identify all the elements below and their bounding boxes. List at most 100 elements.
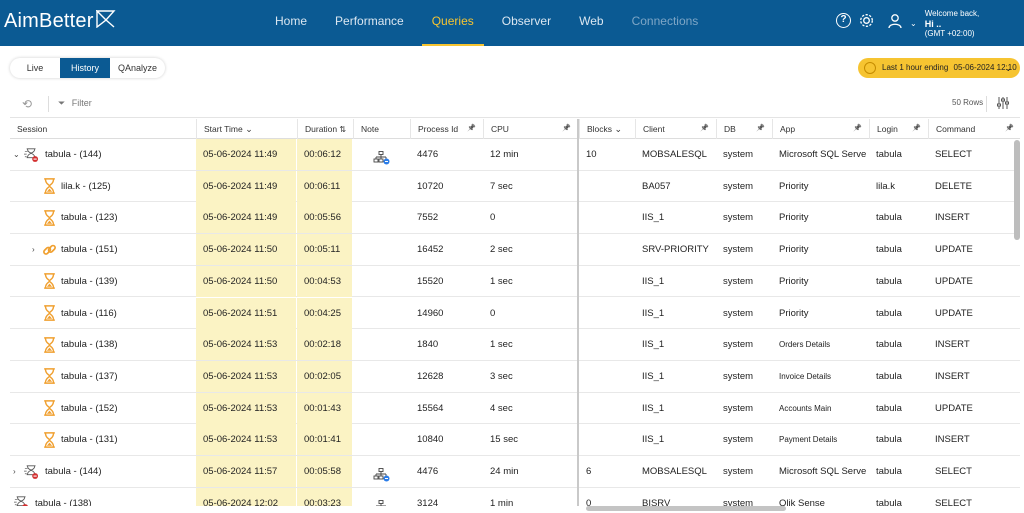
cell-session[interactable]: tabula - (123) bbox=[10, 202, 195, 233]
pin-icon[interactable]: 📌 bbox=[912, 125, 921, 132]
top-nav-bar: AimBetter Home Performance Queries Observer… bbox=[0, 0, 1024, 46]
cell-note[interactable] bbox=[353, 266, 409, 297]
cell-note[interactable] bbox=[353, 329, 409, 360]
cell-session[interactable]: tabula - (131) bbox=[10, 424, 195, 455]
column-header-db[interactable]: DB 📌 bbox=[716, 119, 771, 139]
sort-icon[interactable]: ⇅ bbox=[337, 125, 347, 134]
cell-client: BISRV bbox=[642, 497, 671, 506]
cell-start: 05-06-2024 11:57 bbox=[196, 456, 296, 487]
table-row[interactable]: tabula - (123) 05-06-2024 11:49 00:05:56 75… bbox=[10, 202, 1020, 235]
column-header-app[interactable]: App 📌 bbox=[772, 119, 868, 139]
cell-duration: 00:05:11 bbox=[297, 234, 352, 266]
queries-grid: Session Start Time ⌄ Duration ⇅ Note Process… bbox=[10, 119, 1020, 506]
table-row[interactable]: tabula - (116) 05-06-2024 11:51 00:04:25 14… bbox=[10, 297, 1020, 330]
cell-session[interactable]: › tabula - (144) bbox=[10, 456, 195, 487]
cell-note[interactable] bbox=[353, 456, 409, 487]
chevron-right-icon[interactable]: › bbox=[13, 467, 16, 476]
horizontal-scrollbar[interactable] bbox=[586, 506, 786, 511]
cell-note[interactable] bbox=[353, 234, 409, 265]
table-row[interactable]: › tabula - (151) 05-06-2024 11:50 00:05:11 1… bbox=[10, 234, 1020, 266]
settings-icon[interactable] bbox=[859, 13, 874, 28]
chevron-right-icon[interactable]: › bbox=[32, 245, 35, 255]
chevron-down-icon: ⌄ bbox=[1004, 63, 1012, 73]
table-row[interactable]: tabula - (138) 05-06-2024 11:53 00:02:18 18… bbox=[10, 329, 1020, 361]
network-icon[interactable] bbox=[373, 464, 390, 482]
column-header-session[interactable]: Session bbox=[10, 119, 195, 139]
cell-session[interactable]: tabula - (138) bbox=[10, 488, 195, 506]
column-header-login[interactable]: Login 📌 bbox=[869, 119, 927, 139]
user-chevron-icon[interactable]: ⌄ bbox=[910, 19, 917, 28]
cell-command: DELETE bbox=[935, 180, 972, 192]
table-row[interactable]: ⌄ tabula - (144) 05-06-2024 11:49 00:06:12 4… bbox=[10, 139, 1020, 171]
pin-icon[interactable]: 📌 bbox=[756, 125, 765, 132]
table-row[interactable]: › tabula - (144) 05-06-2024 11:57 00:05:58 4… bbox=[10, 456, 1020, 488]
column-header-command[interactable]: Command 📌 bbox=[928, 119, 1020, 139]
pin-icon[interactable]: 📌 bbox=[467, 125, 476, 132]
nav-web[interactable]: Web bbox=[579, 14, 604, 28]
cell-session[interactable]: › tabula - (151) bbox=[10, 234, 195, 265]
column-header-blocks[interactable]: Blocks ⌄ bbox=[579, 119, 634, 139]
table-row[interactable]: tabula - (131) 05-06-2024 11:53 00:01:41 10… bbox=[10, 424, 1020, 456]
time-range-picker[interactable]: Last 1 hour ending 05-06-2024 12:10 ⌄ bbox=[858, 58, 1020, 78]
mode-tab-qanalyze[interactable]: QAnalyze bbox=[118, 63, 158, 73]
row-count: 50 Rows bbox=[952, 98, 984, 107]
user-icon[interactable] bbox=[888, 13, 902, 29]
cell-note[interactable] bbox=[353, 202, 409, 233]
column-header-note[interactable]: Note bbox=[353, 119, 409, 139]
cell-login: tabula bbox=[876, 244, 902, 256]
cell-session[interactable]: tabula - (152) bbox=[10, 393, 195, 424]
cell-note[interactable] bbox=[353, 361, 409, 392]
cell-session[interactable]: tabula - (139) bbox=[10, 266, 195, 297]
column-header-pid[interactable]: Process Id 📌 bbox=[410, 119, 482, 139]
pin-icon[interactable]: 📌 bbox=[700, 125, 709, 132]
sort-desc-icon[interactable]: ⌄ bbox=[612, 124, 623, 134]
cell-note[interactable] bbox=[353, 488, 409, 506]
table-row[interactable]: tabula - (139) 05-06-2024 11:50 00:04:53 15… bbox=[10, 265, 1020, 298]
mode-tab-live[interactable]: Live bbox=[26, 63, 44, 73]
history-icon[interactable]: ⟲ bbox=[22, 97, 33, 111]
table-row[interactable]: tabula - (152) 05-06-2024 11:53 00:01:43 15… bbox=[10, 392, 1020, 425]
cell-session[interactable]: tabula - (137) bbox=[10, 361, 195, 392]
column-header-cpu[interactable]: CPU 📌 bbox=[483, 119, 577, 139]
network-icon[interactable] bbox=[373, 496, 389, 506]
column-settings-icon[interactable] bbox=[996, 96, 1010, 110]
pin-icon[interactable]: 📌 bbox=[1005, 125, 1014, 132]
sort-desc-icon[interactable]: ⌄ bbox=[242, 124, 253, 134]
cell-blocks bbox=[579, 171, 634, 202]
cell-note[interactable] bbox=[353, 298, 409, 329]
mode-tab-history[interactable]: History bbox=[60, 58, 110, 78]
nav-queries[interactable]: Queries bbox=[421, 0, 484, 46]
vertical-scrollbar[interactable] bbox=[1014, 140, 1020, 240]
table-row[interactable]: lila.k - (125) 05-06-2024 11:49 00:06:11 10… bbox=[10, 170, 1020, 203]
pinned-columns-divider[interactable] bbox=[577, 119, 579, 506]
filter-button[interactable]: ⏷ Filter bbox=[58, 98, 92, 109]
column-header-duration[interactable]: Duration ⇅ bbox=[297, 119, 352, 139]
cell-session[interactable]: ⌄ tabula - (144) bbox=[10, 139, 195, 170]
user-menu[interactable]: ⌄ Welcome back, Hi .. (GMT +02:00) bbox=[888, 9, 979, 39]
cell-note[interactable] bbox=[353, 139, 409, 170]
cell-login: tabula bbox=[876, 466, 902, 477]
cell-session[interactable]: tabula - (116) bbox=[10, 298, 195, 329]
pin-icon[interactable]: 📌 bbox=[853, 125, 862, 132]
help-icon[interactable]: ? bbox=[836, 13, 851, 28]
cell-session[interactable]: tabula - (138) bbox=[10, 329, 195, 360]
nav-home[interactable]: Home bbox=[275, 14, 308, 28]
column-header-client[interactable]: Client 📌 bbox=[635, 119, 715, 139]
cell-client: MOBSALESQL bbox=[642, 149, 707, 160]
pin-icon[interactable]: 📌 bbox=[562, 125, 571, 132]
chevron-down-icon[interactable]: ⌄ bbox=[13, 150, 20, 159]
brand-name: AimBetter bbox=[4, 10, 94, 32]
brand-logo[interactable]: AimBetter bbox=[4, 9, 116, 33]
nav-connections[interactable]: Connections bbox=[631, 14, 699, 28]
column-header-start[interactable]: Start Time ⌄ bbox=[196, 119, 296, 139]
nav-performance[interactable]: Performance bbox=[335, 14, 404, 28]
cell-note[interactable] bbox=[353, 424, 409, 455]
nav-observer[interactable]: Observer bbox=[501, 14, 552, 28]
table-row[interactable]: tabula - (137) 05-06-2024 11:53 00:02:05 12… bbox=[10, 360, 1020, 393]
cell-session[interactable]: lila.k - (125) bbox=[10, 171, 195, 202]
network-icon[interactable] bbox=[373, 147, 390, 165]
cell-note[interactable] bbox=[353, 171, 409, 202]
table-row[interactable]: tabula - (138) 05-06-2024 12:02 00:03:23 31… bbox=[10, 487, 1020, 506]
cell-duration: 00:06:11 bbox=[297, 170, 352, 202]
cell-note[interactable] bbox=[353, 393, 409, 424]
